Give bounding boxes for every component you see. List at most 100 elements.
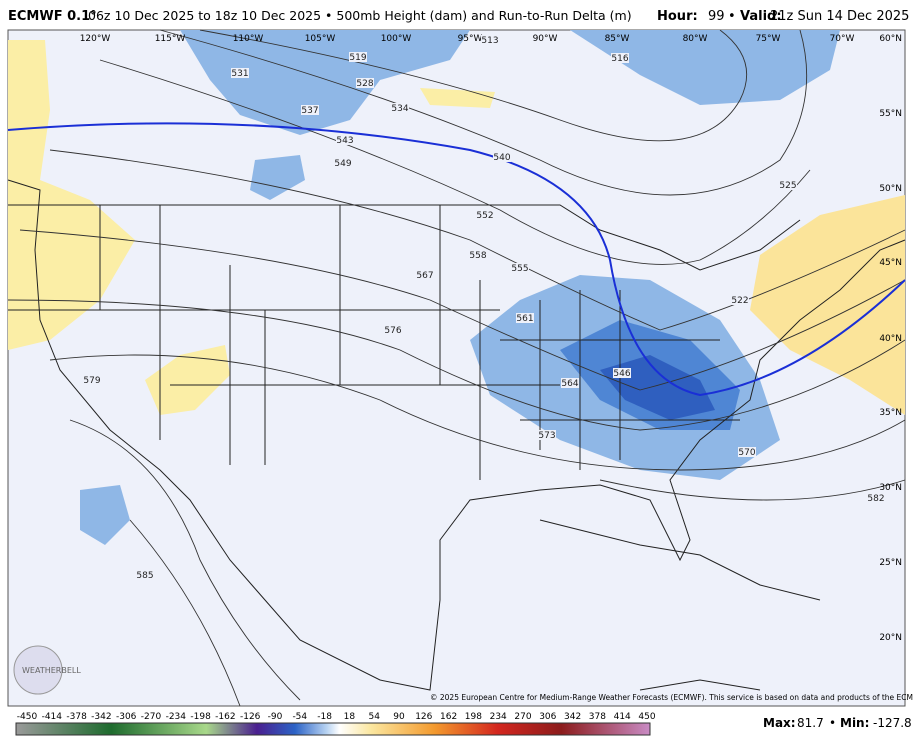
colorbar-label: 90 bbox=[393, 712, 405, 722]
colorbar-label: 198 bbox=[465, 712, 482, 722]
contour-label-bg bbox=[511, 263, 529, 273]
colorbar-label: 126 bbox=[415, 712, 432, 722]
contour-line bbox=[599, 479, 906, 501]
lon-label: 115°W bbox=[155, 34, 186, 44]
contour-label-bg bbox=[731, 295, 749, 305]
contour-label: 513 bbox=[481, 36, 498, 46]
min-label: Min: bbox=[840, 716, 869, 730]
lon-label: 70°W bbox=[830, 34, 855, 44]
lat-label: 60°N bbox=[879, 34, 902, 44]
lon-label: 85°W bbox=[605, 34, 630, 44]
contour-label-bg bbox=[481, 35, 499, 45]
contour-label: 531 bbox=[231, 69, 248, 79]
lon-label: 120°W bbox=[80, 34, 111, 44]
contour-line bbox=[129, 519, 241, 707]
contour-label: 522 bbox=[731, 296, 748, 306]
lat-label: 40°N bbox=[879, 334, 902, 344]
lon-label: 80°W bbox=[683, 34, 708, 44]
lon-label: 105°W bbox=[305, 34, 336, 44]
colorbar-label: -450 bbox=[17, 712, 38, 722]
contour-label: 555 bbox=[511, 264, 528, 274]
colorbar-label: -342 bbox=[91, 712, 111, 722]
lon-label: 90°W bbox=[533, 34, 558, 44]
map-frame bbox=[7, 29, 906, 707]
contour-label-bg bbox=[516, 313, 534, 323]
contour-label-bg bbox=[611, 53, 629, 63]
contour-label: 567 bbox=[416, 271, 433, 281]
contour-label: 516 bbox=[611, 54, 628, 64]
colorbar-label: -54 bbox=[292, 712, 307, 722]
colorbar-label: 270 bbox=[514, 712, 531, 722]
contour-label: 579 bbox=[83, 376, 100, 386]
colorbar-label: 306 bbox=[539, 712, 556, 722]
contour-label-bg bbox=[349, 52, 367, 62]
valid: 21z Sun 14 Dec 2025 bbox=[770, 9, 909, 24]
colorbar-label: -18 bbox=[317, 712, 332, 722]
sep: • bbox=[829, 716, 836, 730]
contour-label-bg bbox=[561, 378, 579, 388]
logo-text: WEATHERBELL bbox=[22, 666, 81, 675]
model: ECMWF 0.1° bbox=[8, 9, 97, 24]
positive-area bbox=[8, 40, 135, 350]
logo-mark bbox=[13, 645, 63, 695]
contour-label-bg bbox=[867, 493, 885, 503]
colorbar-label: 414 bbox=[614, 712, 631, 722]
contour-label: 528 bbox=[356, 79, 373, 89]
colorbar-label: -306 bbox=[116, 712, 137, 722]
contour-label-bg bbox=[384, 325, 402, 335]
map-labels: 120°W 115°W 110°W 105°W 100°W 95°W 90°W 85°W 80°… bbox=[80, 34, 902, 643]
colorbar-label: -414 bbox=[42, 712, 63, 722]
contour-label-bg bbox=[301, 105, 319, 115]
contour-label-bg bbox=[538, 430, 556, 440]
colorbar-label: -162 bbox=[215, 712, 235, 722]
negative-area bbox=[250, 155, 305, 200]
lon-label: 100°W bbox=[381, 34, 412, 44]
hour-label: Hour: bbox=[657, 9, 698, 24]
contour-line bbox=[7, 299, 906, 431]
contour-label-bg bbox=[493, 152, 511, 162]
contour-label-bg bbox=[476, 210, 494, 220]
lon-label: 75°W bbox=[756, 34, 781, 44]
contour-label: 558 bbox=[469, 251, 486, 261]
colorbar-labels: -450 -414 -378 -342 -306 -270 -234 -198 -162 -126… bbox=[17, 712, 656, 722]
credit: © 2025 European Centre for Medium-Range … bbox=[430, 693, 913, 702]
colorbar-label: 378 bbox=[589, 712, 606, 722]
contour-label: 537 bbox=[301, 106, 318, 116]
colorbar bbox=[15, 722, 651, 736]
contour-label: 561 bbox=[516, 314, 533, 324]
colorbar-label: -90 bbox=[268, 712, 283, 722]
colorbar-label: -234 bbox=[166, 712, 187, 722]
contour-label: 534 bbox=[391, 104, 408, 114]
lat-label: 35°N bbox=[879, 408, 902, 418]
islands bbox=[539, 519, 821, 691]
colorbar-label: 18 bbox=[344, 712, 356, 722]
border bbox=[8, 204, 801, 271]
contour-label-bg bbox=[83, 375, 101, 385]
colorbar-label: 450 bbox=[638, 712, 655, 722]
colorbar-label: -198 bbox=[190, 712, 211, 722]
contour-label: 525 bbox=[779, 181, 796, 191]
contour-label-bg bbox=[391, 103, 409, 113]
contour-line bbox=[19, 229, 906, 391]
contour-label-bg bbox=[469, 250, 487, 260]
lat-label: 30°N bbox=[879, 483, 902, 493]
lon-label: 95°W bbox=[458, 34, 483, 44]
lon-label: 110°W bbox=[233, 34, 264, 44]
map bbox=[7, 29, 906, 707]
contour-label-bg bbox=[416, 270, 434, 280]
max-label: Max: bbox=[763, 716, 796, 730]
contour-label: 540 bbox=[493, 153, 510, 163]
logo: WEATHERBELL bbox=[13, 645, 81, 695]
colorbar-label: 54 bbox=[368, 712, 380, 722]
contour-540 bbox=[7, 122, 906, 397]
negative-area bbox=[80, 485, 130, 545]
contour-label-bg bbox=[613, 368, 631, 378]
contour-label: 576 bbox=[384, 326, 401, 336]
contour-line bbox=[159, 29, 808, 196]
contour-label: 570 bbox=[738, 448, 755, 458]
colorbar-label: -270 bbox=[141, 712, 162, 722]
max: 81.7 bbox=[797, 716, 824, 730]
contour-label-bg bbox=[336, 135, 354, 145]
title: 06z 10 Dec 2025 to 18z 10 Dec 2025 • 500… bbox=[88, 8, 632, 23]
